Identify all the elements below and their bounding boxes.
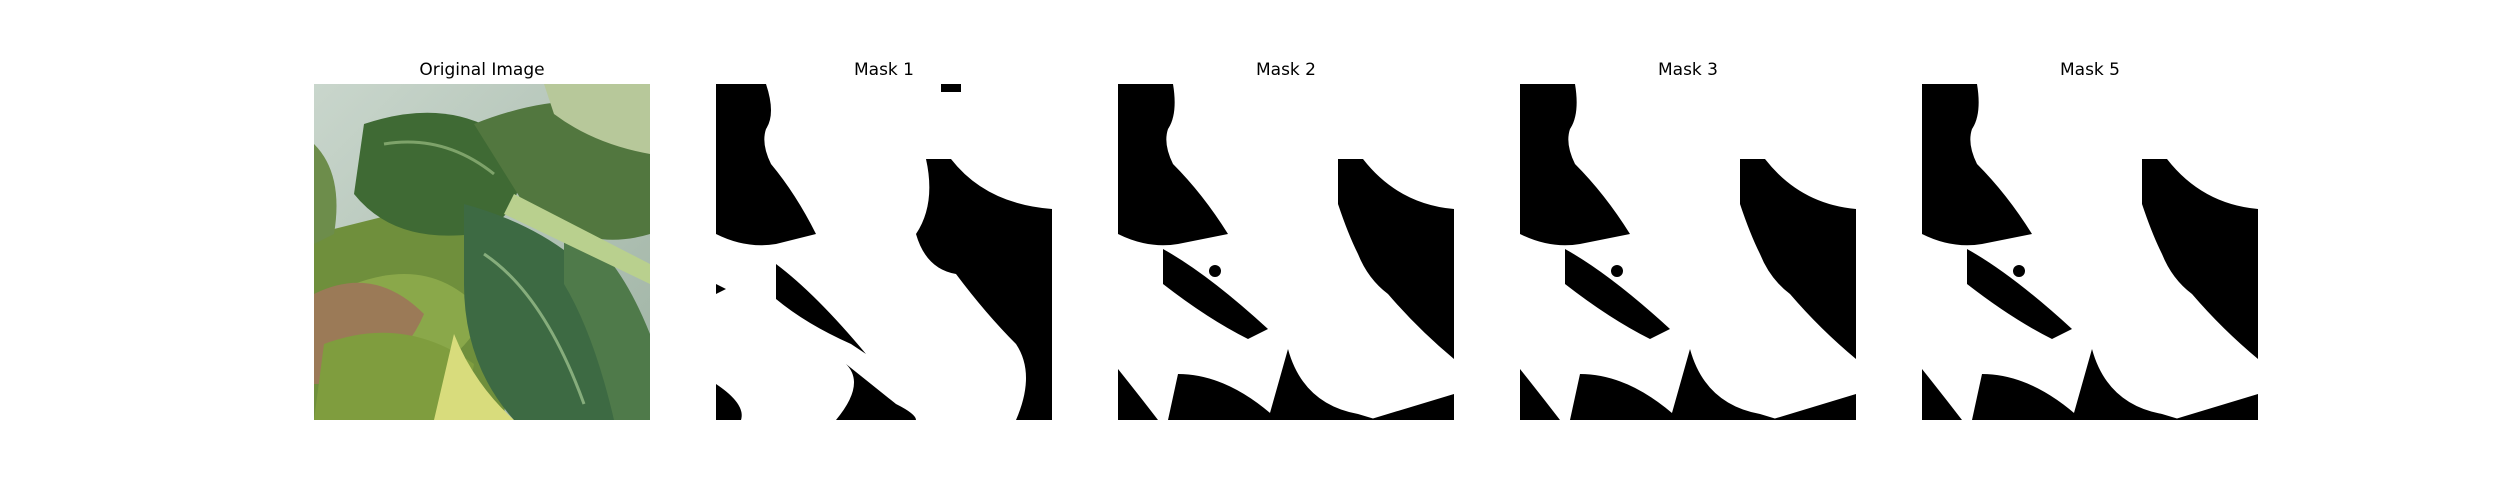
- mask-2-shape: [1118, 84, 1454, 420]
- panel-title-original: Original Image: [419, 60, 545, 80]
- mask-3-shape: [1520, 84, 1856, 420]
- mask-1-image: [716, 84, 1052, 420]
- panel-title-mask-3: Mask 3: [1657, 60, 1718, 80]
- mask-2-image: [1118, 84, 1454, 420]
- panel-title-mask-5: Mask 5: [2059, 60, 2120, 80]
- original-image: [314, 84, 650, 420]
- panel-title-mask-2: Mask 2: [1255, 60, 1316, 80]
- leaf-photo: [314, 84, 650, 420]
- panel-title-mask-1: Mask 1: [853, 60, 914, 80]
- mask-5-image: [1922, 84, 2258, 420]
- mask-3-image: [1520, 84, 1856, 420]
- mask-5-shape: [1922, 84, 2258, 420]
- mask-1-shape: [716, 84, 1052, 420]
